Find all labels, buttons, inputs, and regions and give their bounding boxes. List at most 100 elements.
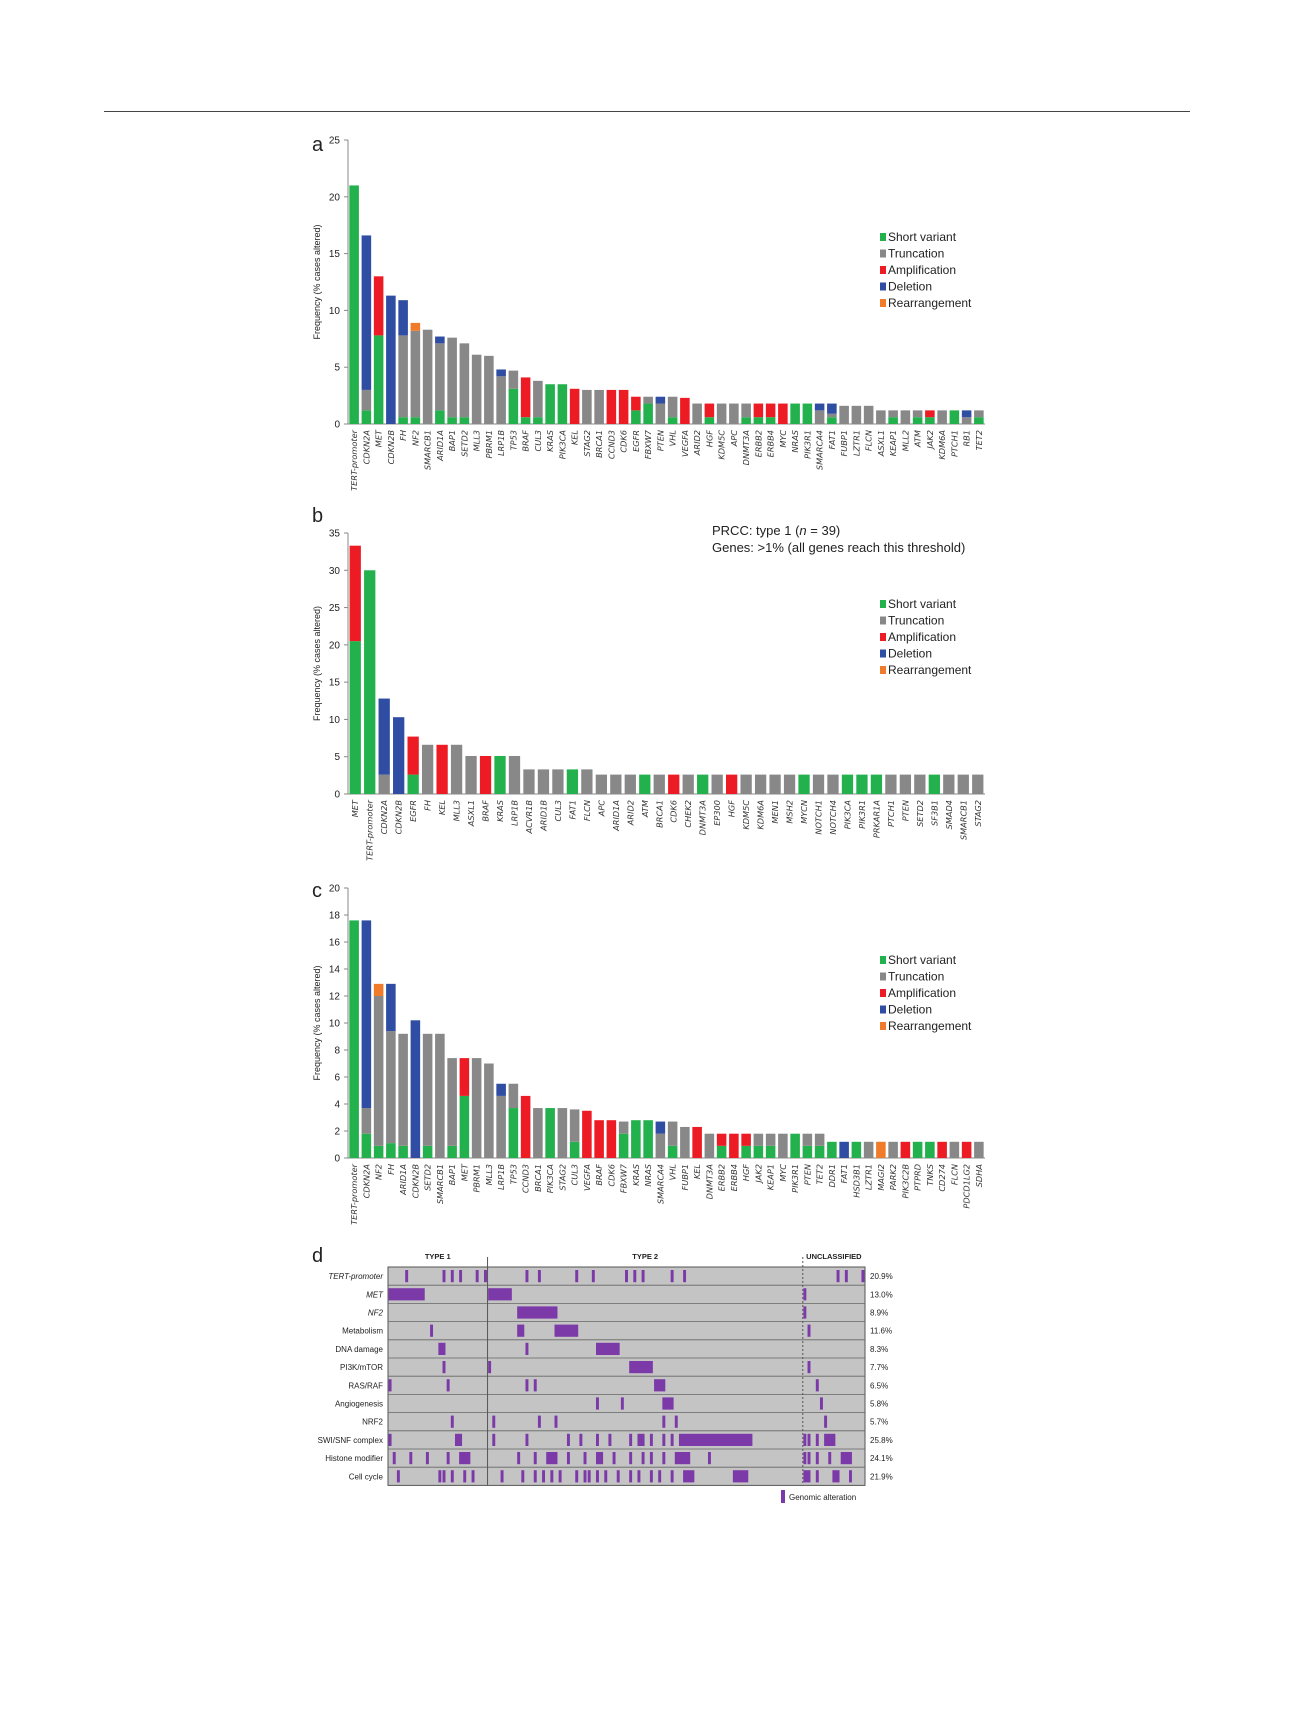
panel-letter: a <box>312 134 324 156</box>
bar-segment <box>655 403 666 424</box>
bar-segment <box>798 774 810 794</box>
x-tick-label: MLL3 <box>452 800 462 821</box>
bar-segment <box>459 1058 470 1096</box>
y-tick-label: 20 <box>329 884 341 895</box>
bar-segment <box>643 396 653 404</box>
bar-segment <box>974 410 984 418</box>
y-tick-label: 18 <box>329 911 341 922</box>
bar-segment <box>496 1083 506 1096</box>
row-percent: 8.3% <box>870 1345 888 1354</box>
y-tick-label: 16 <box>329 938 341 949</box>
legend-swatch <box>880 266 886 274</box>
bar-segment <box>740 774 752 794</box>
x-tick-label: KEAP1 <box>888 430 898 456</box>
x-tick-label: TP53 <box>508 1164 518 1184</box>
bar-segment <box>925 1141 935 1158</box>
bar-segment <box>802 1145 813 1158</box>
x-tick-label: KEL <box>692 1164 702 1180</box>
x-tick-label: MLL3 <box>472 430 482 451</box>
x-tick-label: DNMT3A <box>698 800 708 836</box>
x-tick-label: CDKN2B <box>386 430 396 465</box>
bar-segment <box>643 403 653 424</box>
bar-segment <box>814 403 825 411</box>
x-tick-label: BRAF <box>481 800 491 822</box>
bar-segment <box>624 774 636 794</box>
y-axis-label: Frequency (% cases altered) <box>312 224 322 339</box>
bar-segment <box>435 343 445 411</box>
x-tick-label: FH <box>386 1164 396 1175</box>
alteration-mark <box>579 1433 583 1446</box>
x-tick-label: FBXW7 <box>643 429 653 459</box>
x-tick-label: MLL3 <box>484 1164 494 1185</box>
bar-segment <box>581 769 593 794</box>
bar-segment <box>716 403 727 424</box>
bar-segment <box>778 1133 788 1158</box>
row-label: PI3K/mTOR <box>340 1363 383 1372</box>
panel-a: a 0 5 10 15 20 25 Frequency (% cases altered) TE… <box>312 134 985 491</box>
row-percent: 5.7% <box>870 1418 888 1427</box>
bar-segment <box>827 417 837 424</box>
alteration-mark <box>525 1270 529 1283</box>
x-tick-label: PTEN <box>655 430 665 451</box>
x-tick-label: JAK2 <box>925 430 935 451</box>
alteration-mark <box>803 1452 807 1465</box>
x-tick-label: KRAS <box>545 430 555 452</box>
bar-segment <box>407 774 419 794</box>
x-tick-label: NF2 <box>374 1164 384 1180</box>
alteration-mark <box>807 1324 811 1337</box>
bar-segment <box>361 920 372 1109</box>
y-tick-label: 8 <box>334 1046 340 1057</box>
alteration-mark <box>575 1270 579 1283</box>
alteration-mark <box>832 1470 840 1483</box>
alteration-mark <box>492 1433 496 1446</box>
alteration-mark <box>815 1379 819 1392</box>
bar-segment <box>753 403 764 418</box>
bar-segment <box>827 413 837 418</box>
alteration-mark <box>488 1288 512 1301</box>
bar-segment <box>618 389 629 424</box>
bar-segment <box>364 570 376 794</box>
alteration-mark <box>670 1433 674 1446</box>
bar-segment <box>863 405 874 424</box>
x-tick-label: BRCA1 <box>654 800 664 828</box>
row-percent: 6.5% <box>870 1381 888 1390</box>
annotation-line-1: PRCC: type 1 (n = 39) <box>712 523 840 538</box>
legend-swatch <box>880 633 886 641</box>
bar-segment <box>373 335 384 424</box>
bar-segment <box>484 1063 494 1158</box>
bar-segment <box>957 774 969 794</box>
bar-segment <box>680 1126 690 1158</box>
x-tick-label: MET <box>459 1163 469 1181</box>
bar-segment <box>827 774 839 794</box>
x-tick-label: MSH2 <box>785 800 795 824</box>
bar-segment <box>566 769 579 794</box>
bar-segment <box>851 1141 862 1158</box>
bar-segment <box>704 417 715 424</box>
bar-segment <box>508 1083 519 1109</box>
alteration-mark <box>542 1470 546 1483</box>
bar-segment <box>361 1133 372 1158</box>
bar-segment <box>545 1108 555 1158</box>
x-tick-label: RB1 <box>962 430 972 447</box>
x-tick-label: CUL3 <box>570 1164 580 1185</box>
alteration-mark <box>803 1288 807 1301</box>
bar-segment <box>726 774 738 794</box>
alteration-mark <box>583 1452 587 1465</box>
x-tick-label: MYCN <box>799 800 809 824</box>
bar-segment <box>729 403 739 424</box>
bar-segment <box>912 417 923 424</box>
alteration-mark <box>550 1470 554 1483</box>
alteration-mark <box>815 1470 819 1483</box>
alteration-mark <box>629 1452 633 1465</box>
bar-segment <box>361 410 372 424</box>
row-percent: 7.7% <box>870 1363 888 1372</box>
bar-segment <box>827 1141 837 1158</box>
x-tick-label: SETD2 <box>459 430 469 457</box>
bar-segment <box>349 185 359 424</box>
bar-segment <box>925 410 935 418</box>
alteration-mark <box>629 1433 633 1446</box>
x-tick-label: FLCN <box>582 800 592 821</box>
bar-segment <box>741 403 751 418</box>
x-tick-label: ARID1A <box>435 430 445 462</box>
bar-segment <box>373 996 384 1146</box>
